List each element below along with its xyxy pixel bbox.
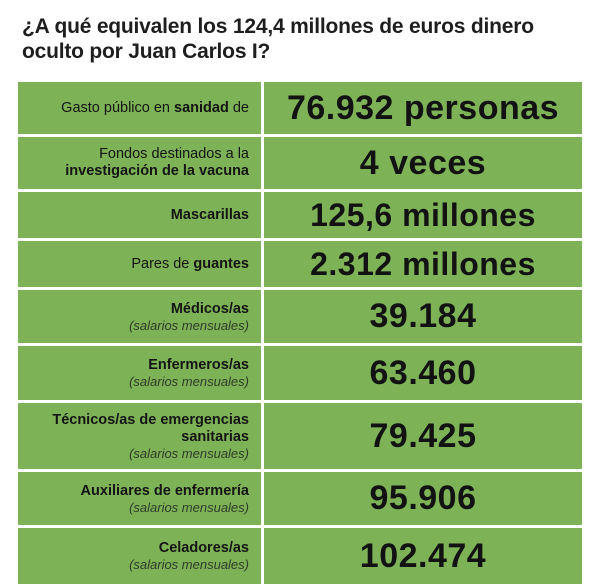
row-value-celadores: 102.474 <box>264 528 582 584</box>
label-bold-text: sanidad <box>174 99 229 116</box>
row-value-medicos: 39.184 <box>264 290 582 343</box>
row-label-line: Pares de guantes <box>131 256 249 273</box>
label-subtext: (salarios mensuales) <box>129 557 249 572</box>
row-label-tecnicos: Técnicos/as de emergencias sanitarias (s… <box>18 403 261 469</box>
label-subtext: (salarios mensuales) <box>129 499 249 515</box>
row-label-sanidad: Gasto público en sanidad de <box>18 82 261 134</box>
row-value-sanidad: 76.932 personas <box>264 82 582 134</box>
label-bold-text: Celadores/as <box>158 540 249 556</box>
row-value-auxiliares: 95.906 <box>264 472 582 525</box>
row-value-mascarillas: 125,6 millones <box>264 192 582 238</box>
row-label-line: Gasto público en sanidad de <box>61 100 249 117</box>
row-label-auxiliares: Auxiliares de enfermería (salarios mensu… <box>18 472 261 525</box>
label-text: Gasto público en <box>61 99 175 116</box>
label-subtext: (salarios mensuales) <box>129 317 249 333</box>
row-value-guantes: 2.312 millones <box>264 241 582 287</box>
label-text: Pares de <box>131 255 194 272</box>
infographic-title: ¿A qué equivalen los 124,4 millones de e… <box>22 15 534 63</box>
row-label-medicos: Médicos/as (salarios mensuales) <box>18 290 261 343</box>
row-label-vacuna: Fondos destinados a la investigación de … <box>18 137 261 189</box>
label-bold-text: Médicos/as <box>170 300 249 317</box>
row-value-tecnicos: 79.425 <box>264 403 582 469</box>
label-subtext: (salarios mensuales) <box>129 374 249 389</box>
row-value-vacuna: 4 veces <box>264 137 582 189</box>
label-bold-text: Auxiliares de enfermería <box>80 482 249 499</box>
label-bold-text-line2: sanitarias <box>181 428 249 445</box>
label-bold-text: investigación de la vacuna <box>65 163 249 179</box>
label-text: de <box>228 99 249 116</box>
label-text: Fondos destinados a la <box>99 146 249 162</box>
label-bold-text: Mascarillas <box>170 206 249 223</box>
row-label-enfermeros: Enfermeros/as (salarios mensuales) <box>18 346 261 400</box>
equivalence-table: Gasto público en sanidad de 76.932 perso… <box>18 82 582 584</box>
label-bold-text: guantes <box>193 255 249 272</box>
row-label-mascarillas: Mascarillas <box>18 192 261 238</box>
label-subtext: (salarios mensuales) <box>129 445 249 461</box>
row-label-celadores: Celadores/as (salarios mensuales) <box>18 528 261 584</box>
label-bold-text: Enfermeros/as <box>148 357 249 373</box>
row-label-guantes: Pares de guantes <box>18 241 261 287</box>
row-value-enfermeros: 63.460 <box>264 346 582 400</box>
label-bold-text: Técnicos/as de emergencias <box>52 411 249 428</box>
